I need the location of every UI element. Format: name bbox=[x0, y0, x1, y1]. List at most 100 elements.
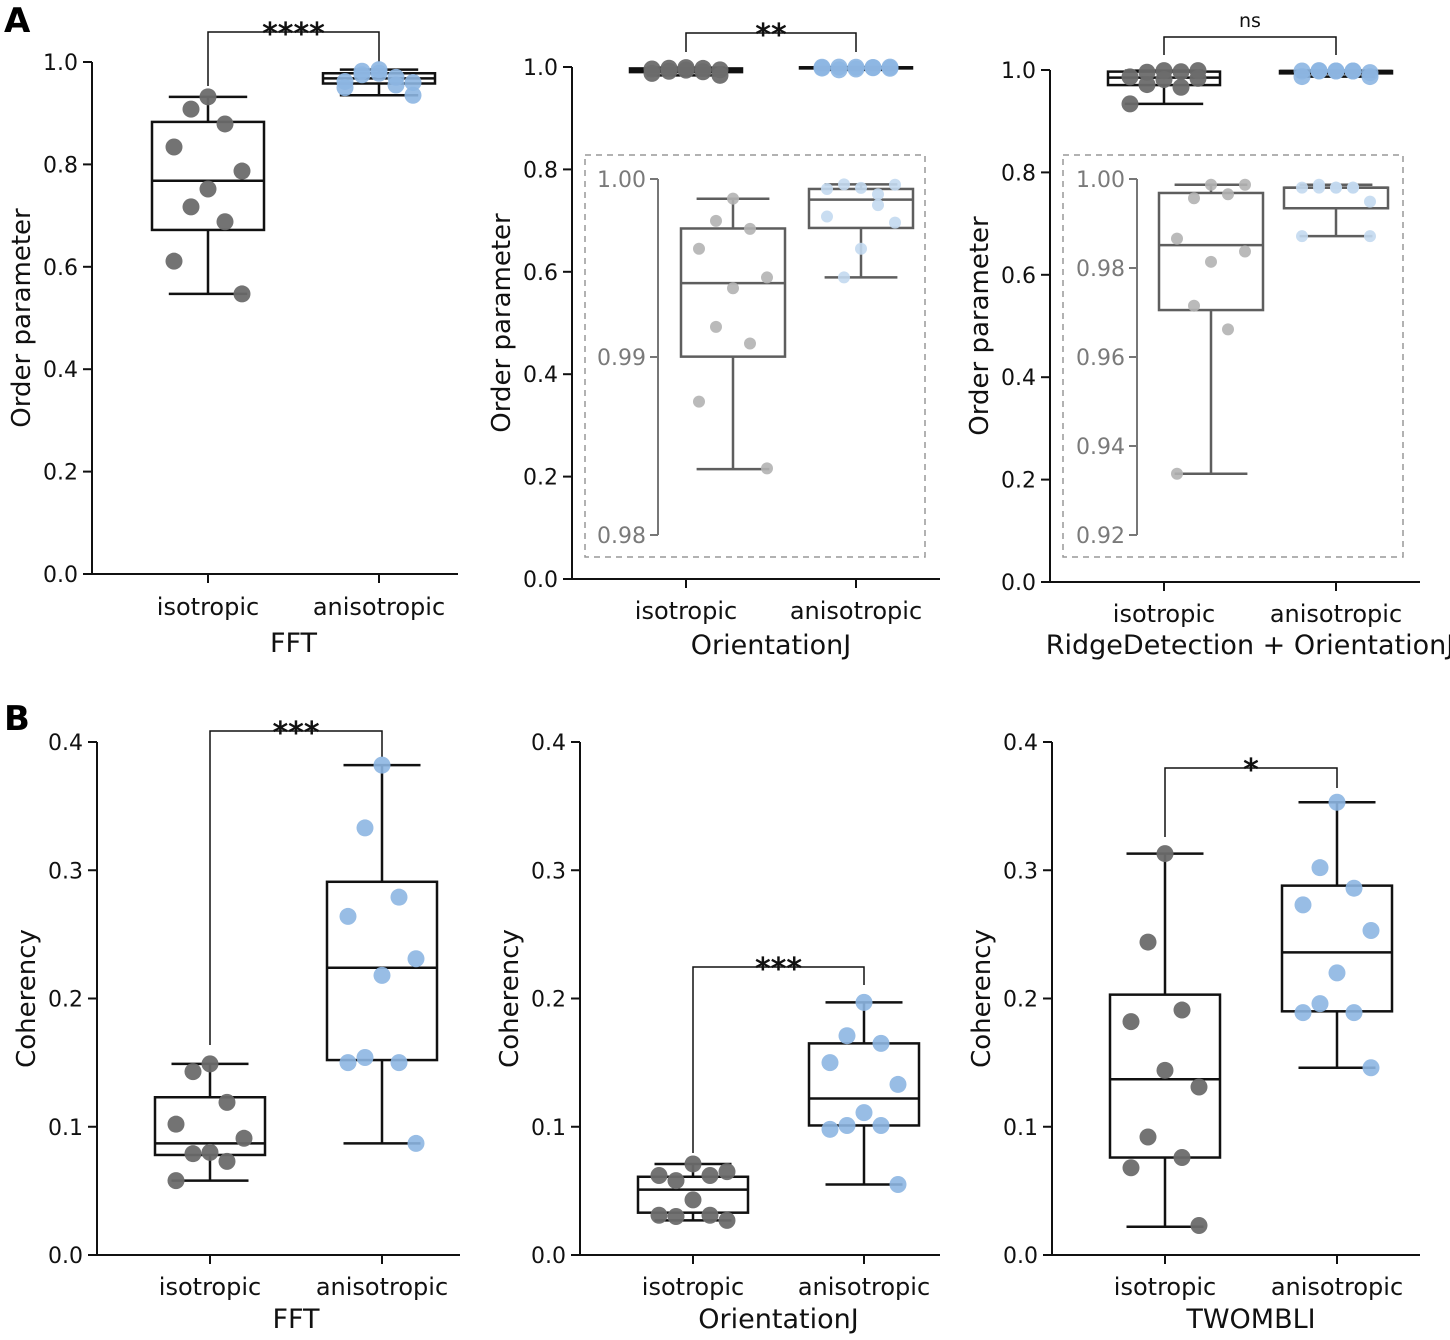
x-axis-title: OrientationJ bbox=[691, 630, 851, 661]
data-point bbox=[353, 62, 371, 80]
y-tick-label: 0.0 bbox=[1003, 1244, 1038, 1269]
data-point bbox=[1155, 71, 1173, 89]
y-axis-title: Order parameter bbox=[7, 208, 37, 428]
data-point bbox=[701, 1206, 719, 1224]
data-point-inset bbox=[872, 188, 884, 201]
data-point bbox=[650, 1166, 668, 1184]
data-point bbox=[660, 62, 678, 80]
data-point bbox=[199, 88, 217, 106]
significance-bracket bbox=[692, 966, 865, 1153]
data-point-inset bbox=[744, 337, 756, 350]
data-point bbox=[650, 1206, 668, 1224]
data-point bbox=[1311, 995, 1329, 1013]
data-point bbox=[1362, 922, 1380, 940]
inset-y-tick-label: 0.94 bbox=[1076, 435, 1125, 460]
data-point-inset bbox=[1364, 230, 1376, 243]
data-point bbox=[165, 252, 183, 270]
y-tick-label: 1.0 bbox=[1001, 59, 1036, 84]
data-point bbox=[684, 1155, 702, 1173]
y-axis-title: Order parameter bbox=[487, 213, 517, 433]
y-tick-label: 0.0 bbox=[43, 563, 78, 588]
data-point bbox=[1293, 68, 1311, 86]
data-point bbox=[339, 907, 357, 925]
data-point bbox=[1362, 1059, 1380, 1077]
y-tick-label: 0.0 bbox=[531, 1244, 566, 1269]
data-point-inset bbox=[761, 462, 773, 475]
significance-label: *** bbox=[755, 952, 802, 987]
data-point-inset bbox=[1296, 230, 1308, 243]
data-point bbox=[233, 162, 251, 180]
data-point bbox=[201, 1143, 219, 1161]
data-point bbox=[881, 58, 899, 76]
data-point-inset bbox=[1347, 181, 1359, 194]
data-point bbox=[1156, 845, 1174, 863]
data-point-inset bbox=[1171, 467, 1183, 480]
data-point bbox=[718, 1211, 736, 1229]
data-point bbox=[813, 59, 831, 77]
data-point bbox=[390, 888, 408, 906]
data-point bbox=[216, 213, 234, 231]
data-point bbox=[1139, 933, 1157, 951]
y-tick-label: 0.2 bbox=[48, 988, 83, 1013]
x-tick-label: anisotropic bbox=[1271, 1273, 1403, 1301]
y-axis-title: Coherency bbox=[495, 929, 525, 1068]
data-point bbox=[165, 138, 183, 156]
y-tick-label: 0.2 bbox=[43, 461, 78, 486]
x-tick-label: isotropic bbox=[157, 593, 259, 621]
box bbox=[1280, 884, 1394, 1013]
data-point bbox=[1345, 879, 1363, 897]
y-tick-label: 0.4 bbox=[43, 358, 78, 383]
data-point bbox=[864, 58, 882, 76]
inset-y-tick-label: 1.00 bbox=[1076, 168, 1125, 193]
y-tick-label: 0.8 bbox=[43, 153, 78, 178]
data-point bbox=[1311, 859, 1329, 877]
data-point bbox=[711, 66, 729, 84]
data-point bbox=[339, 1054, 357, 1072]
chart-panel-2: 0.0 0.2 0.4 0.6 0.8 1.0 isotropic anisotropic Or… bbox=[487, 18, 940, 661]
data-point bbox=[667, 1208, 685, 1226]
chart-panel-5: 0.0 0.1 0.2 0.3 0.4 isotropic anisotropic Orien… bbox=[495, 731, 940, 1335]
data-point bbox=[694, 63, 712, 81]
data-point-inset bbox=[744, 222, 756, 235]
y-tick-label: 0.6 bbox=[523, 261, 558, 286]
data-point bbox=[356, 1048, 374, 1066]
y-tick-label: 0.4 bbox=[1001, 366, 1036, 391]
y-tick-label: 0.1 bbox=[1003, 1116, 1038, 1141]
x-tick-label: isotropic bbox=[1113, 600, 1215, 628]
data-point bbox=[830, 61, 848, 79]
data-point bbox=[370, 64, 388, 82]
data-point bbox=[701, 1166, 719, 1184]
data-point-inset bbox=[1222, 323, 1234, 336]
y-tick-label: 0.4 bbox=[48, 731, 83, 756]
data-point-inset bbox=[821, 210, 833, 223]
data-point bbox=[218, 1152, 236, 1170]
x-axis-title: OrientationJ bbox=[698, 1304, 858, 1335]
data-point-inset bbox=[838, 178, 850, 191]
data-point bbox=[643, 64, 661, 82]
data-point bbox=[1121, 68, 1139, 86]
data-point bbox=[182, 198, 200, 216]
data-point bbox=[821, 1120, 839, 1138]
data-point-inset bbox=[1313, 181, 1325, 194]
significance-label: **** bbox=[262, 17, 325, 52]
x-tick-label: anisotropic bbox=[798, 1273, 930, 1301]
data-point-inset bbox=[872, 199, 884, 212]
inset-y-tick-label: 0.99 bbox=[597, 346, 646, 371]
data-point bbox=[356, 819, 374, 837]
box bbox=[807, 1042, 921, 1127]
x-tick-label: anisotropic bbox=[316, 1273, 448, 1301]
data-point bbox=[821, 1054, 839, 1072]
data-point bbox=[233, 285, 251, 303]
data-point-inset bbox=[889, 216, 901, 229]
inset-y-tick-label: 0.98 bbox=[597, 524, 646, 549]
data-point bbox=[838, 1027, 856, 1045]
data-point bbox=[855, 1104, 873, 1122]
data-point-inset bbox=[1364, 195, 1376, 208]
y-tick-label: 0.4 bbox=[1003, 731, 1038, 756]
data-point bbox=[184, 1145, 202, 1163]
y-tick-label: 0.0 bbox=[48, 1244, 83, 1269]
data-point bbox=[1344, 62, 1362, 80]
data-point bbox=[1345, 1004, 1363, 1022]
data-point bbox=[1122, 1159, 1140, 1177]
data-point bbox=[1173, 1149, 1191, 1167]
